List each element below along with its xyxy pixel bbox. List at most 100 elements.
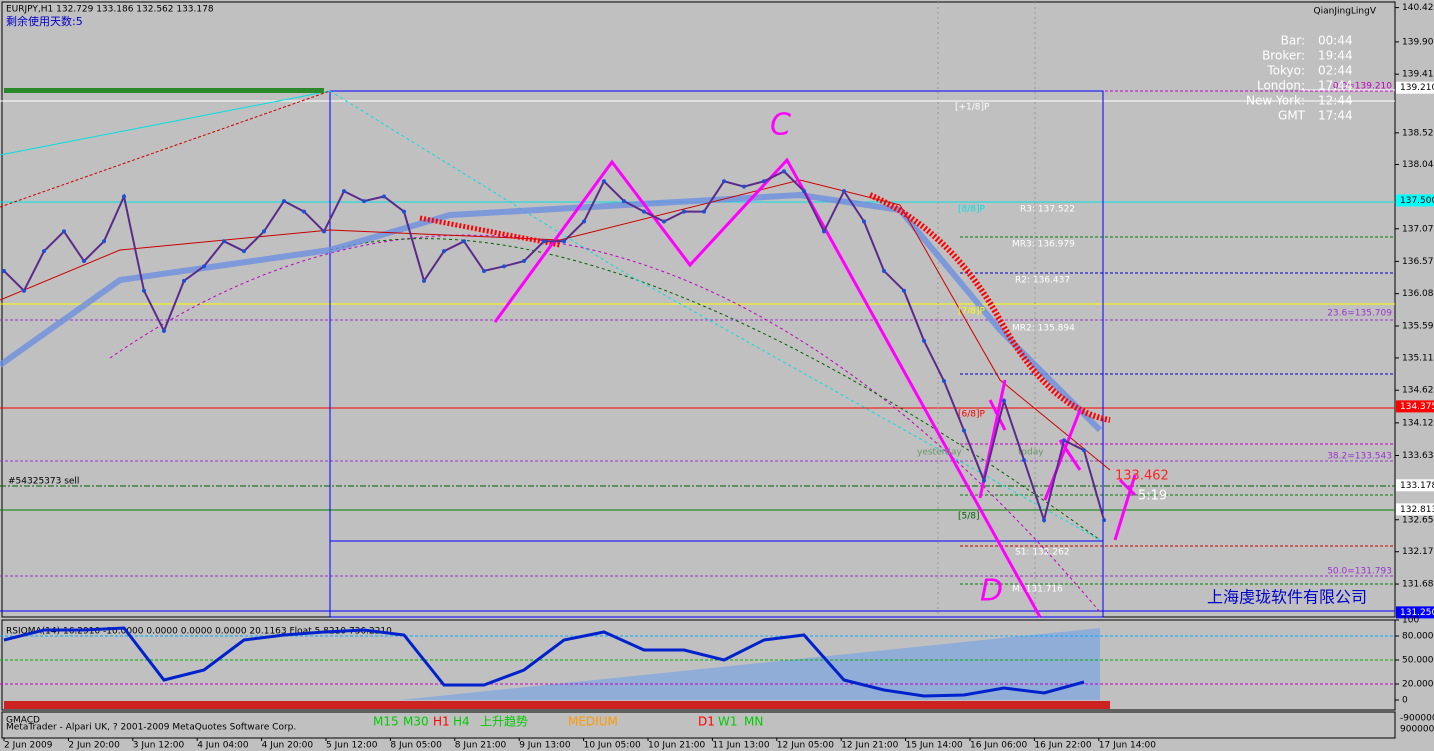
wave-label: D [980,574,1003,609]
price-point [122,194,126,199]
price-point [482,268,486,273]
price-marker [1396,81,1434,94]
fib-label: 0.0=139.210 [1333,82,1392,92]
time-tick-label: 10 Jun 05:00 [584,741,641,751]
company: 上海虔珑软件有限公司 [1207,588,1367,607]
timeframes: M15 M30 H1 H4 上升趋势 MEDIUM D1 W1 MN [373,715,763,729]
price-point [542,239,546,244]
price-point [1102,518,1106,523]
price-marker-label: 133.178 [1400,481,1434,491]
moving-average [0,179,1111,471]
rsi-tick-label: 50.000 [1402,656,1434,666]
time-tick-label: 4 Jun 20:00 [262,741,314,751]
price-point [282,199,286,204]
price-point [1022,458,1026,463]
time-tick-label: 12 Jun 21:00 [841,741,898,751]
price-tick-label: 134.125 [1402,418,1434,428]
level-label: MR2: 135.894 [1012,324,1075,334]
price-tick-label: 139.415 [1402,70,1434,80]
price-point [62,229,66,234]
info-label: Bar: [1281,34,1305,48]
info-value: 12:44 [1318,94,1353,108]
time-tick-label: 10 Jun 21:00 [648,741,705,751]
level-label: R2: 136.437 [1015,276,1070,286]
price-point [1062,438,1066,443]
timeframe: H1 [433,715,450,729]
rsi-tick-label: 0 [1402,696,1408,706]
timeframe: M15 [373,715,399,729]
price-point [1042,518,1046,523]
price-point [1082,448,1086,453]
time-tick-label: 12 Jun 05:00 [777,741,834,751]
overlays [0,2,1395,709]
price-tick-label: 135.595 [1402,321,1434,331]
info-label: London: [1257,79,1305,93]
fib-label: 23.6=135.709 [1327,309,1392,319]
rsi-tick-label: 100 [1402,616,1419,626]
wave-line [493,157,1042,618]
price-point [642,209,646,214]
price-point [462,239,466,244]
indicator-name: QianJingLingV [1314,7,1377,17]
time-tick-label: 8 Jun 05:00 [390,741,442,751]
price-point [842,189,846,194]
price-marker [1396,503,1434,516]
price-point [142,288,146,293]
price-point [982,478,986,483]
info-value: 02:44 [1318,64,1353,78]
price-point [182,278,186,283]
days-left: 剩余使用天数:5 [6,14,83,28]
info-label: New York: [1246,94,1305,108]
symbol: EURJPY,H1 132.729 133.186 132.562 133.17… [6,5,214,15]
price-point [862,219,866,224]
info-label: Tokyo: [1266,64,1305,78]
murrey-label: [+1/8]P [955,103,990,113]
trail [868,192,1111,423]
price-point [302,209,306,214]
price-point [522,259,526,264]
timeframe: H4 [453,715,470,729]
info-value: 17:44 [1318,79,1353,93]
time-tick-label: 8 Jun 21:00 [455,741,507,751]
time-tick-label: 2 Jun 20:00 [68,741,120,751]
murrey-label: [5/8] [958,512,980,522]
price-point [322,229,326,234]
price-tick-label: 140.425 [1402,3,1434,13]
price-point [762,179,766,184]
price-marker-label: 134.375 [1400,402,1434,412]
price-point [702,209,706,214]
timeframe: D1 [698,715,715,729]
price-point [82,259,86,264]
info-value: 17:44 [1318,109,1353,123]
wave-label: C [770,108,791,143]
level-label: MR3: 136.979 [1012,240,1075,250]
info-value: 00:44 [1318,34,1353,48]
macd-title: GMACD [6,716,40,726]
level-label: R3: 137.522 [1020,205,1075,215]
trend-line [0,90,331,208]
price-tick-label: 137.070 [1402,224,1434,234]
time-tick-label: 15 Jun 14:00 [906,741,963,751]
time-tick-label: 16 Jun 22:00 [1034,741,1091,751]
price-tick-label: 139.905 [1402,37,1434,47]
price-point [722,179,726,184]
murrey-label: [8/8]P [958,205,986,215]
info-label: GMT [1278,109,1306,123]
price-marker [1396,606,1434,619]
level-label: S1: 132.262 [1015,548,1070,558]
price-marker [1396,194,1434,207]
trend-line [0,90,331,156]
price-point [502,264,506,269]
time-tick-label: 11 Jun 13:00 [712,741,769,751]
trend-strip [4,701,1110,709]
copyright: MetaTrader - Alpari UK, ? 2001-2009 Meta… [6,723,296,733]
timeframe: 上升趋势 [480,715,528,729]
rsi-histogram [400,628,1100,700]
time-tick-label: 4 Jun 04:00 [197,741,249,751]
macd-axis: -900000 [1400,714,1434,724]
price-point [1002,398,1006,403]
price-point [882,268,886,273]
timeframe: MEDIUM [568,715,618,729]
price-point [962,428,966,433]
